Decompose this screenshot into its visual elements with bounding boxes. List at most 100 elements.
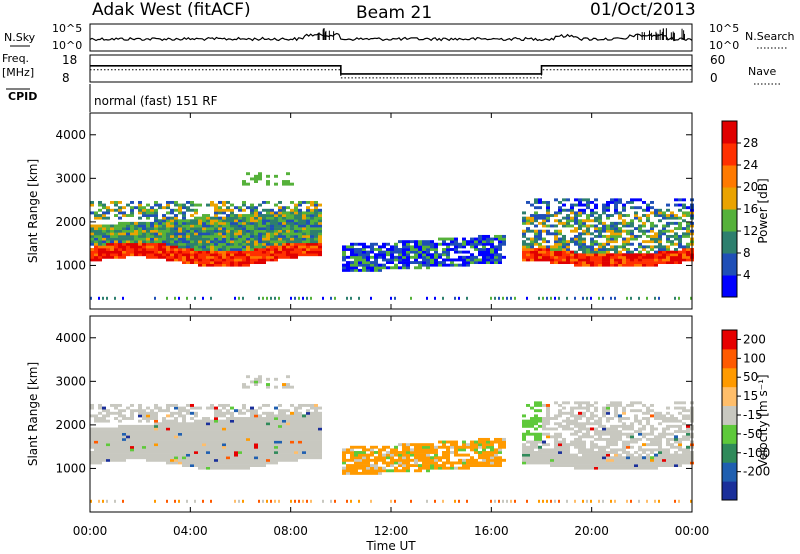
velocity-cell [530,443,534,447]
velocity-cell [222,403,226,407]
power-cell [318,221,322,225]
power-cell [618,211,622,215]
velocity-cell [562,427,566,431]
power-cell [282,211,286,215]
velocity-cell [374,469,378,473]
power-cell [146,208,150,212]
power-cell [302,214,306,217]
velocity-cell [646,422,650,426]
power-cell [202,296,204,300]
velocity-cell [222,414,226,418]
velocity-cell [578,458,582,462]
velocity-cell [158,430,162,434]
velocity-cell [546,417,550,420]
velocity-cell [566,427,570,431]
velocity-cell [270,435,274,439]
velocity-cell [674,456,678,460]
power-cell [134,234,138,238]
velocity-cell [630,427,634,431]
velocity-cell [590,445,594,449]
velocity-cell [214,424,218,428]
power-cell [246,248,250,251]
velocity-cell [190,432,194,436]
power-cell [274,250,278,254]
power-cell [150,224,154,228]
power-cell [486,258,490,262]
velocity-cell [142,414,146,418]
power-cell [154,232,158,236]
power-cell [642,224,646,228]
velocity-cell [646,448,650,452]
velocity-cell [430,461,434,465]
power-cell [166,255,170,259]
power-cell [142,229,146,233]
velocity-cell [106,435,110,439]
power-cell [562,258,566,262]
velocity-cell [658,437,662,441]
power-cell [390,245,394,249]
range-tick-label: 1000 [55,461,86,475]
power-cell [630,296,632,300]
power-cell [626,248,630,251]
range-tick-label: 4000 [55,128,86,142]
power-cell [622,221,626,225]
velocity-cell [406,443,410,447]
velocity-cell [114,430,118,434]
power-cell [342,263,346,267]
velocity-cell [94,448,98,452]
power-cell [166,258,170,262]
velocity-cell [562,453,566,457]
power-cell [130,240,134,244]
velocity-cell [190,443,194,447]
velocity-cell [322,499,324,503]
power-cell [246,172,250,176]
power-cell [554,229,558,233]
power-cell [538,242,542,246]
velocity-cell [206,417,210,420]
velocity-cell [154,414,158,418]
power-cell [462,237,466,241]
velocity-cell [490,461,494,465]
power-cell [622,206,626,210]
power-cell [306,240,310,244]
power-cell [410,255,414,259]
velocity-cell [182,406,186,410]
velocity-cell [158,427,162,431]
power-cell [646,216,650,220]
power-cell [578,211,582,215]
power-cell [102,227,106,231]
power-cell [418,248,422,251]
power-cell [610,234,614,238]
velocity-cell [174,417,178,420]
power-cell [290,227,294,231]
power-cell [102,253,106,257]
power-cell [298,232,302,236]
power-cell [230,255,234,259]
power-cell [638,255,642,259]
velocity-cell [686,414,690,418]
velocity-cell [638,461,642,465]
velocity-cell [102,445,106,449]
power-cell [566,216,570,220]
velocity-cell [598,422,602,426]
velocity-cell [206,464,210,468]
power-cell [206,229,210,233]
nsearch-label: N.Search [745,30,795,43]
velocity-cell [242,451,246,454]
velocity-cell [566,424,570,428]
velocity-cell [206,406,210,410]
velocity-cell [526,453,530,457]
power-cell [142,237,146,241]
velocity-cell [162,430,166,434]
velocity-cell [182,451,186,454]
velocity-cell [186,458,190,462]
colorbar-segment [722,481,737,501]
power-cell [306,208,310,212]
power-cell [186,206,190,210]
power-cell [618,214,622,217]
power-cell [238,253,242,257]
velocity-cell [618,435,622,439]
power-cell [594,234,598,238]
velocity-cell [366,456,370,460]
velocity-cell [562,440,566,444]
